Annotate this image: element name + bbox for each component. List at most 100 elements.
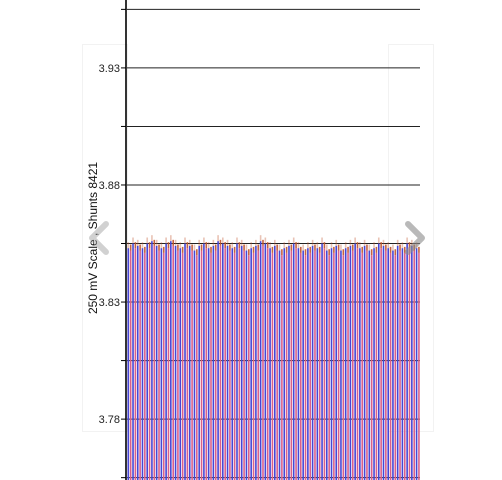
bar <box>288 245 290 480</box>
bar-cap <box>335 239 338 246</box>
bar <box>361 252 364 480</box>
bar-cap <box>316 242 319 249</box>
bar-cap <box>127 242 130 249</box>
bar-cap <box>347 246 349 253</box>
bar <box>295 248 297 480</box>
bar-cap <box>144 246 146 253</box>
bar <box>340 250 342 480</box>
bar <box>323 248 326 480</box>
bar <box>146 243 149 480</box>
bar <box>179 248 182 480</box>
bar <box>134 248 137 480</box>
bar <box>401 248 404 480</box>
bar <box>212 245 215 480</box>
bar-cap <box>196 249 198 256</box>
bar-cap <box>382 239 385 246</box>
bar <box>217 241 219 480</box>
bar-cap <box>309 246 312 253</box>
bar-cap <box>205 242 208 249</box>
bar <box>127 248 130 480</box>
bar-cap <box>139 244 141 251</box>
bar-cap <box>370 249 373 256</box>
bar <box>210 252 212 480</box>
y-tick-label: 3.93 <box>99 63 120 75</box>
bar <box>415 248 418 480</box>
bar-cap <box>406 237 408 244</box>
bar-cap <box>394 249 397 256</box>
bar-cap <box>351 244 354 251</box>
bar-cap <box>269 242 271 249</box>
bar <box>139 250 141 480</box>
bar <box>403 252 406 480</box>
bar <box>207 248 210 480</box>
bar-cap <box>392 244 394 251</box>
bar-cap <box>198 239 200 246</box>
left-card-shadow <box>82 44 128 432</box>
bar <box>290 250 293 480</box>
bar-cap <box>354 237 356 244</box>
bar <box>283 248 286 480</box>
bar-cap <box>240 239 243 246</box>
bar-cap <box>252 246 255 253</box>
bar <box>229 250 231 480</box>
bar-cap <box>344 242 347 249</box>
bar-cap <box>290 244 293 251</box>
bar <box>330 248 333 480</box>
bar <box>132 243 134 480</box>
bar-cap <box>172 239 174 246</box>
y-tick-label: 3.83 <box>99 297 120 309</box>
bar-cap <box>368 244 371 251</box>
bar <box>266 248 269 480</box>
bar <box>252 252 255 480</box>
bar <box>214 250 217 480</box>
bar <box>363 245 366 480</box>
bar-cap <box>278 244 281 251</box>
bar-cap <box>141 242 144 249</box>
y-axis-label: 250 mV Scale , Shunts 8421 <box>86 162 100 314</box>
bar <box>299 252 302 480</box>
bar <box>170 241 172 480</box>
bar-cap <box>380 242 382 249</box>
bar <box>188 245 191 480</box>
chevron-left-icon[interactable] <box>89 221 109 255</box>
bar <box>198 245 200 480</box>
bar <box>243 250 245 480</box>
bar-cap <box>193 244 196 251</box>
bar <box>408 248 411 480</box>
bar-cap <box>403 246 406 253</box>
y-tick-labels: 3.93 3.88 3.83 3.78 <box>99 8 126 479</box>
bar <box>278 250 281 480</box>
bar-cap <box>224 242 226 249</box>
bar <box>269 248 271 480</box>
bar <box>196 255 198 480</box>
bar <box>151 241 153 480</box>
bar <box>406 243 408 480</box>
bar-cap <box>226 239 229 246</box>
bar <box>233 252 236 480</box>
bar-cap <box>307 242 309 249</box>
bar <box>276 250 278 480</box>
bar-cap <box>299 246 302 253</box>
bar <box>203 243 205 480</box>
chevron-right-icon[interactable] <box>405 221 425 255</box>
bar <box>238 248 241 480</box>
bar <box>325 250 328 480</box>
bar <box>155 245 158 480</box>
bar <box>307 248 309 480</box>
bar-cap <box>330 242 333 249</box>
bar-cap <box>264 237 267 244</box>
y-tick-label: 3.88 <box>99 180 120 192</box>
bar-cap <box>155 239 158 246</box>
bar-cap <box>297 242 300 249</box>
y-tick-label: 3.78 <box>99 414 120 426</box>
bar-cap <box>373 242 375 249</box>
bar-cap <box>283 242 286 249</box>
bar-cap <box>181 246 184 253</box>
bar-cap <box>325 244 328 251</box>
bar-cap <box>136 239 139 246</box>
bar <box>373 248 375 480</box>
bar <box>368 250 371 480</box>
bar <box>382 245 385 480</box>
bar-cap <box>396 239 399 246</box>
